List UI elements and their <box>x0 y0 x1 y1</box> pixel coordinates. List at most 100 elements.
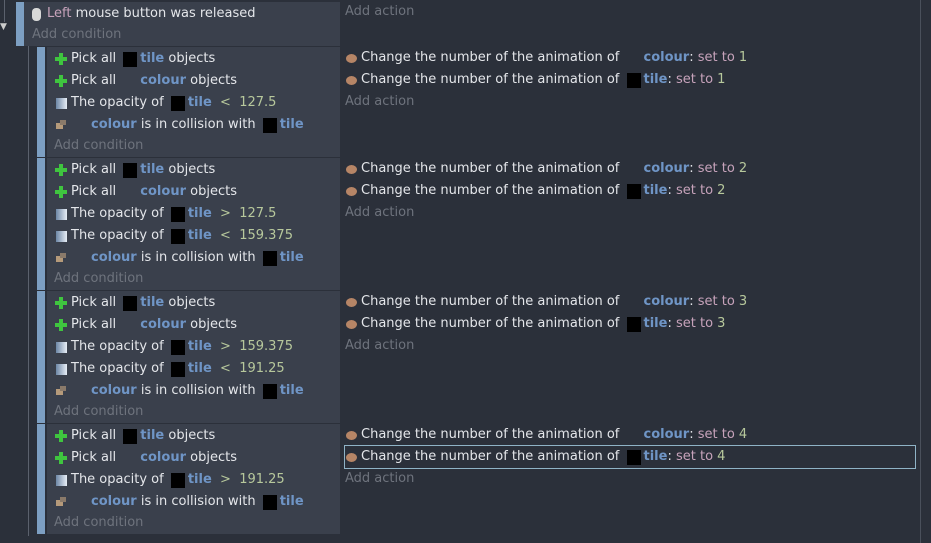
event-bar[interactable] <box>37 424 45 534</box>
collision-icon <box>54 251 68 265</box>
scrollbar-divider <box>920 0 921 543</box>
text: objects <box>186 317 237 332</box>
value: > 159.375 <box>211 339 293 354</box>
add-action-button[interactable]: Add action <box>345 4 415 19</box>
pick-all-icon <box>54 185 68 199</box>
keyword: set to <box>675 449 718 464</box>
object-icon <box>626 183 641 199</box>
animation-icon <box>346 319 357 329</box>
value: 2 <box>717 183 726 198</box>
animation-icon <box>346 164 357 174</box>
condition-row[interactable]: Pick all colour objects <box>54 181 237 203</box>
object-name: tile <box>279 250 304 265</box>
condition-row[interactable]: Pick all tile objects <box>54 292 215 314</box>
text: The opacity of <box>71 472 168 487</box>
text: objects <box>186 73 237 88</box>
action-row[interactable]: Change the number of the animation of ti… <box>346 313 725 335</box>
condition-row[interactable]: colour is in collision with tile <box>54 247 304 269</box>
event-bar[interactable] <box>37 291 45 423</box>
object-name: tile <box>187 95 212 110</box>
add-condition-button[interactable]: Add condition <box>32 27 122 42</box>
condition-row[interactable]: The opacity of tile < 191.25 <box>54 358 285 380</box>
add-action-button[interactable]: Add action <box>345 94 415 109</box>
add-action-button[interactable]: Add action <box>345 205 415 220</box>
action-row[interactable]: Change the number of the animation of ti… <box>344 445 916 469</box>
keyword: set to <box>697 294 739 309</box>
event-bar[interactable] <box>37 158 45 290</box>
text: Pick all <box>71 317 121 332</box>
pick-all-icon <box>54 429 68 443</box>
text: is in collision with <box>136 383 260 398</box>
value: > 191.25 <box>211 472 285 487</box>
condition-row[interactable]: Pick all colour objects <box>54 447 237 469</box>
animation-icon <box>346 186 357 196</box>
collapse-arrow-icon[interactable]: ▼ <box>0 22 7 32</box>
action-row[interactable]: Change the number of the animation of co… <box>346 291 747 313</box>
text: : <box>667 183 676 198</box>
text: : <box>667 449 676 464</box>
action-row[interactable]: Change the number of the animation of co… <box>346 158 747 180</box>
condition-row[interactable]: colour is in collision with tile <box>54 114 304 136</box>
add-condition-button[interactable]: Add condition <box>54 404 144 419</box>
text: Pick all <box>71 295 121 310</box>
event-bar[interactable] <box>16 2 24 46</box>
add-action-button[interactable]: Add action <box>345 338 415 353</box>
condition-row[interactable]: Pick all tile objects <box>54 425 215 447</box>
condition-row[interactable]: The opacity of tile > 159.375 <box>54 336 293 358</box>
object-name: tile <box>140 51 165 66</box>
event-bar[interactable] <box>37 47 45 157</box>
action-row[interactable]: Change the number of the animation of co… <box>346 47 747 69</box>
animation-icon <box>346 75 357 85</box>
subevent-block <box>37 47 340 157</box>
add-condition-button[interactable]: Add condition <box>54 515 144 530</box>
text: Change the number of the animation of <box>361 50 624 65</box>
text: objects <box>164 162 216 177</box>
object-icon <box>170 339 185 355</box>
text: The opacity of <box>71 228 168 243</box>
condition-row[interactable]: Pick all colour objects <box>54 70 237 92</box>
object-icon <box>123 428 138 444</box>
value: 3 <box>717 316 726 331</box>
text: : <box>667 316 676 331</box>
object-name: tile <box>140 295 165 310</box>
object-icon <box>262 383 277 399</box>
action-row[interactable]: Change the number of the animation of ti… <box>346 180 725 202</box>
condition-row[interactable]: colour is in collision with tile <box>54 380 304 402</box>
condition-row[interactable]: The opacity of tile < 159.375 <box>54 225 293 247</box>
object-icon <box>626 449 641 465</box>
object-icon <box>123 51 138 67</box>
keyword: Left <box>47 6 72 21</box>
condition-row[interactable]: The opacity of tile > 127.5 <box>54 203 276 225</box>
opacity-icon <box>56 230 67 242</box>
action-row[interactable]: Change the number of the animation of co… <box>346 424 747 446</box>
text: Pick all <box>71 73 121 88</box>
text: Change the number of the animation of <box>361 183 624 198</box>
object-name: tile <box>187 339 212 354</box>
add-condition-button[interactable]: Add condition <box>54 138 144 153</box>
animation-icon <box>346 452 357 462</box>
text: Change the number of the animation of <box>361 72 624 87</box>
condition-row[interactable]: Pick all colour objects <box>54 314 237 336</box>
condition-row[interactable]: The opacity of tile < 127.5 <box>54 92 276 114</box>
condition-row[interactable]: Pick all tile objects <box>54 48 215 70</box>
condition-row[interactable]: Left mouse button was released <box>32 3 256 25</box>
animation-icon <box>346 430 357 440</box>
keyword: set to <box>675 316 718 331</box>
value: 2 <box>738 161 748 176</box>
event-block <box>16 2 340 46</box>
object-name: tile <box>140 162 165 177</box>
condition-row[interactable]: The opacity of tile > 191.25 <box>54 469 285 491</box>
opacity-icon <box>56 474 67 486</box>
object-name: colour <box>643 427 690 442</box>
condition-row[interactable]: colour is in collision with tile <box>54 491 304 513</box>
text: Change the number of the animation of <box>361 294 624 309</box>
subevent-block <box>37 291 340 423</box>
text: The opacity of <box>71 361 168 376</box>
condition-row[interactable]: Pick all tile objects <box>54 159 215 181</box>
add-condition-button[interactable]: Add condition <box>54 271 144 286</box>
object-name: tile <box>279 117 304 132</box>
action-row[interactable]: Change the number of the animation of ti… <box>346 69 725 91</box>
keyword: set to <box>675 72 718 87</box>
add-action-button[interactable]: Add action <box>345 471 415 486</box>
object-icon <box>123 295 138 311</box>
